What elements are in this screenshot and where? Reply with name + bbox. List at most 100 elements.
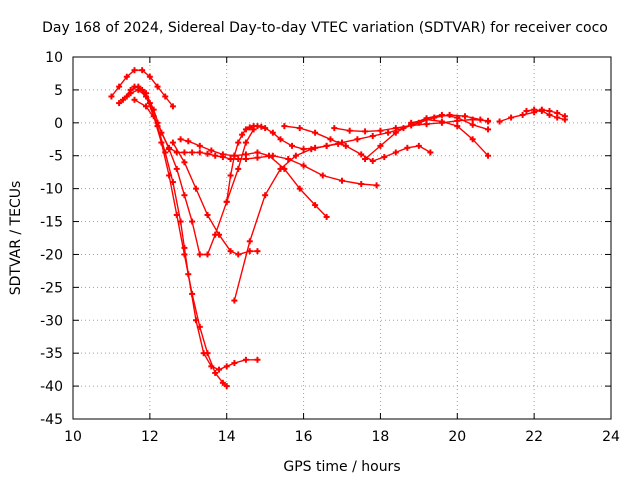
x-axis-label: GPS time / hours [283,459,400,475]
data-point [185,271,192,278]
data-point [300,146,307,153]
data-point [192,317,199,324]
data-point [346,127,353,134]
data-point [169,139,176,146]
data-point [139,86,146,93]
series-line [133,99,255,256]
data-point [262,192,269,199]
y-tick-label: 0 [54,116,63,132]
data-point [219,379,226,386]
data-point [219,151,226,158]
data-point [131,83,138,90]
data-point [508,114,515,121]
data-point [469,121,476,128]
x-tick-label: 18 [372,429,390,445]
data-point [204,211,211,218]
series-arc-13 [408,116,492,159]
data-point [242,126,249,133]
data-point [162,93,169,100]
data-point [385,129,392,136]
data-point [146,73,153,80]
data-point [181,192,188,199]
data-point [181,159,188,166]
data-point [212,369,219,376]
data-point [208,147,215,154]
data-point [285,156,292,163]
data-point [296,185,303,192]
data-point [154,83,161,90]
data-point [289,142,296,149]
data-point [139,67,146,74]
data-point [246,124,253,131]
data-point [254,248,261,255]
data-point [131,67,138,74]
data-point [231,297,238,304]
y-tick-label: -30 [40,313,63,329]
data-point [454,123,461,130]
chart-title: Day 168 of 2024, Sidereal Day-to-day VTE… [42,20,608,36]
data-point [242,151,249,158]
data-point [196,142,203,149]
data-point [173,165,180,172]
series-arc-7 [169,139,261,258]
data-point [331,125,338,132]
data-point [131,96,138,103]
data-point [281,123,288,130]
y-tick-label: -25 [40,280,63,296]
data-point [339,177,345,184]
y-tick-label: -10 [40,182,63,198]
data-point [485,126,492,133]
data-point [108,93,115,100]
data-point [312,129,319,136]
data-point [200,350,207,357]
data-point [358,151,365,158]
series-line [225,125,339,203]
y-tick-label: 5 [54,83,63,99]
data-point [154,119,161,126]
data-point [196,251,203,258]
data-point [231,360,238,367]
data-point [423,116,430,123]
x-tick-label: 12 [141,429,159,445]
data-point [258,123,265,130]
data-point [415,142,422,149]
data-point [242,356,249,363]
data-point [166,146,173,153]
data-point [485,152,492,159]
data-point [169,103,176,110]
data-point [169,179,176,186]
data-point [189,218,196,225]
series-arc-8 [223,123,342,205]
data-point [143,103,150,110]
data-point [369,157,376,164]
data-point [242,139,249,146]
data-point [185,138,192,145]
data-point [254,356,261,363]
data-point [189,149,196,156]
data-layer [108,67,568,390]
data-point [323,142,330,149]
data-point [196,149,203,156]
data-point [377,142,384,149]
x-tick-label: 14 [218,429,236,445]
data-point [392,129,399,136]
grid-layer [73,57,611,419]
data-point [354,136,361,143]
data-point [342,142,349,149]
series-arc-2 [116,86,230,390]
series-arc-4 [123,83,261,373]
y-tick-label: -45 [40,412,63,428]
x-tick-label: 24 [602,429,620,445]
x-tick-label: 16 [295,429,313,445]
data-point [246,238,253,245]
data-point [235,165,242,172]
data-point [227,172,234,179]
y-axis-label: SDTVAR / TECUs [8,181,24,296]
data-point [531,106,538,113]
data-point [369,132,376,139]
data-point [231,152,238,159]
data-point [362,156,369,163]
data-point [296,125,303,132]
data-point [227,156,234,163]
data-point [496,118,503,125]
